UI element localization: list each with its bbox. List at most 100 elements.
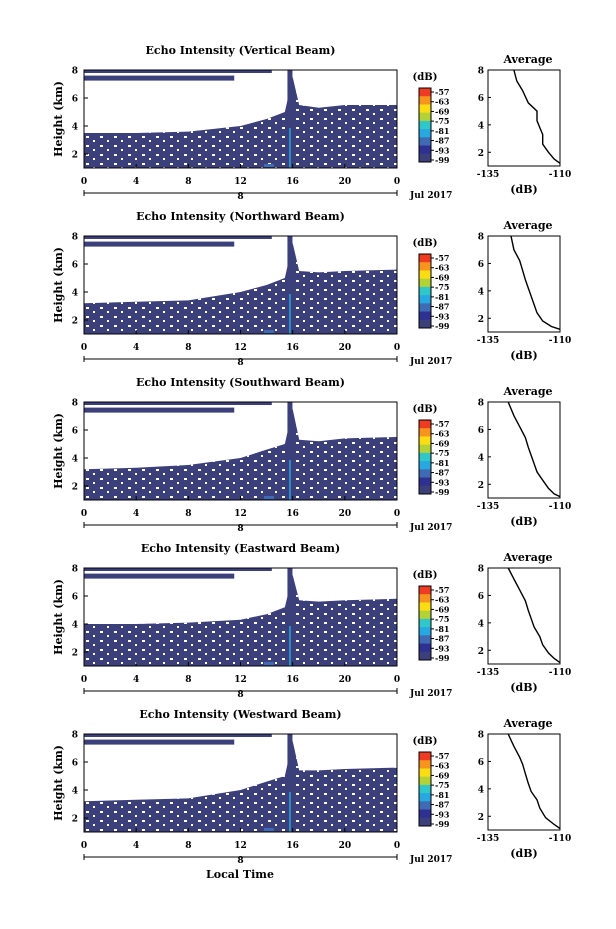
panel-3: Echo Intensity (Southward Beam) 2 4 6 8 Heigh… <box>52 376 571 534</box>
average-y-tick-label: 4 <box>478 287 484 297</box>
y-axis-label: Height (km) <box>52 745 65 821</box>
colorbar-tick-label: -57 <box>435 253 449 263</box>
panel-title: Echo Intensity (Southward Beam) <box>136 376 345 389</box>
colorbar-segment <box>419 602 431 612</box>
colorbar-unit: (dB) <box>413 72 438 83</box>
y-tick-label: 2 <box>72 483 78 493</box>
y-tick-label: 6 <box>72 261 78 271</box>
average-title: Average <box>502 385 552 398</box>
average-x-label: (dB) <box>510 183 537 196</box>
upper-echo-layer <box>84 573 235 579</box>
colorbar-segment <box>419 793 431 802</box>
x-tick-label: 4 <box>133 343 139 353</box>
colorbar-segment <box>419 627 431 636</box>
average-title: Average <box>502 717 552 730</box>
colorbar-frame <box>418 87 432 163</box>
panel-title: Echo Intensity (Eastward Beam) <box>141 542 340 555</box>
colorbar-segment <box>419 784 431 794</box>
y-tick-label: 2 <box>72 649 78 659</box>
x-tick-label: 16 <box>286 841 299 851</box>
average-profile-line <box>507 401 561 498</box>
average-profile-line <box>507 733 561 830</box>
y-tick-label: 4 <box>72 621 78 631</box>
upper-echo-layer <box>84 407 235 413</box>
average-title: Average <box>502 53 552 66</box>
top-echo-cells <box>84 402 272 405</box>
average-x-tick-label: -110 <box>549 834 572 844</box>
top-echo-cells <box>84 734 272 737</box>
x-tick-label: 4 <box>133 675 139 685</box>
colorbar-tick-label: -99 <box>435 155 450 165</box>
colorbar-tick-label: -57 <box>435 87 449 97</box>
colorbar-tick-label: -63 <box>435 761 450 771</box>
colorbar-tick-label: -75 <box>435 116 449 126</box>
average-y-tick-label: 6 <box>478 94 484 104</box>
upper-echo-layer <box>84 241 235 247</box>
y-tick-label: 4 <box>72 289 78 299</box>
top-echo-cells <box>84 236 272 239</box>
x-tick-label: 20 <box>339 509 352 519</box>
panel-title: Echo Intensity (Westward Beam) <box>139 708 341 721</box>
rain-event-column <box>287 402 293 500</box>
panel-title: Echo Intensity (Vertical Beam) <box>145 44 335 57</box>
x-tick-label: 20 <box>339 177 352 187</box>
colorbar-tick-label: -81 <box>435 126 449 136</box>
top-echo-cells <box>84 568 272 571</box>
colorbar-tick-label: -63 <box>435 595 450 605</box>
average-x-label: (dB) <box>510 349 537 362</box>
average-y-tick-label: 2 <box>478 149 484 159</box>
colorbar-segment <box>419 137 431 147</box>
average-y-tick-label: 8 <box>478 565 484 575</box>
colorbar-tick-label: -87 <box>435 468 449 478</box>
day-label: 8 <box>237 524 243 534</box>
average-y-tick-label: 2 <box>478 647 484 657</box>
x-tick-label: 12 <box>234 343 247 353</box>
average-frame <box>487 401 561 499</box>
x-tick-label: 0 <box>394 177 400 187</box>
colorbar-tick-label: -63 <box>435 263 450 273</box>
x-tick-label: 0 <box>394 343 400 353</box>
colorbar-unit: (dB) <box>413 736 438 747</box>
y-tick-label: 2 <box>72 151 78 161</box>
y-tick-label: 8 <box>72 731 78 741</box>
rain-event-column <box>287 70 293 168</box>
colorbar-tick-label: -81 <box>435 624 449 634</box>
average-x-tick-label: -135 <box>477 336 500 346</box>
date-label: Jul 2017 <box>409 191 452 201</box>
colorbar-unit: (dB) <box>413 570 438 581</box>
y-tick-label: 2 <box>72 815 78 825</box>
average-x-tick-label: -110 <box>549 668 572 678</box>
colorbar-tick-label: -93 <box>435 311 450 321</box>
x-tick-label: 4 <box>133 177 139 187</box>
colorbar-tick-label: -99 <box>435 819 450 829</box>
colorbar-frame <box>418 253 432 329</box>
colorbar-tick-label: -87 <box>435 634 449 644</box>
x-tick-label: 20 <box>339 343 352 353</box>
heatmap-texture <box>84 575 397 666</box>
y-tick-label: 8 <box>72 67 78 77</box>
x-tick-label: 8 <box>185 343 191 353</box>
colorbar-tick-label: -63 <box>435 429 450 439</box>
average-x-label: (dB) <box>510 681 537 694</box>
colorbar-segment <box>419 586 431 595</box>
colorbar-segment <box>419 311 431 321</box>
panel-2: Echo Intensity (Northward Beam) 2 4 6 8 Heigh… <box>52 210 571 368</box>
x-tick-label: 16 <box>286 177 299 187</box>
x-tick-label: 0 <box>81 841 87 851</box>
colorbar-tick-label: -99 <box>435 487 450 497</box>
x-tick-label: 16 <box>286 675 299 685</box>
surface-echo-patch <box>263 164 274 167</box>
day-label: 8 <box>237 358 243 368</box>
y-tick-label: 8 <box>72 399 78 409</box>
colorbar-frame <box>418 585 432 661</box>
y-tick-label: 8 <box>72 233 78 243</box>
colorbar-segment <box>419 809 431 819</box>
day-label: 8 <box>237 192 243 202</box>
colorbar-tick-label: -93 <box>435 145 450 155</box>
colorbar-segment <box>419 96 431 105</box>
heatmap-texture <box>84 741 397 832</box>
x-tick-label: 16 <box>286 509 299 519</box>
y-tick-label: 8 <box>72 565 78 575</box>
colorbar-tick-label: -57 <box>435 751 449 761</box>
